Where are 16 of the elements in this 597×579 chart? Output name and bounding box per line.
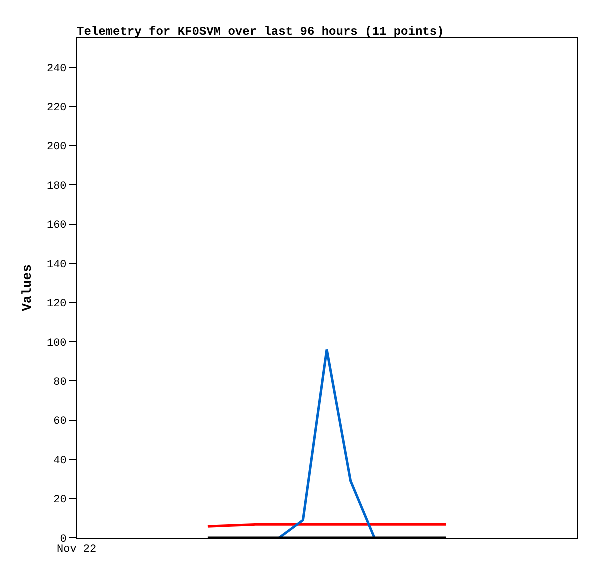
chart-title: Telemetry for KF0SVM over last 96 hours (11 points) xyxy=(77,25,444,40)
y-tick-label: 240 xyxy=(46,63,67,76)
y-tick-label: 20 xyxy=(54,494,67,507)
y-tick-label: 160 xyxy=(46,220,67,232)
y-tick-label: 140 xyxy=(46,259,67,272)
y-tick-label: 0 xyxy=(60,534,67,546)
text: Nov 22 xyxy=(57,544,97,556)
y-tick-label: 100 xyxy=(46,338,67,350)
y-tick-label: 220 xyxy=(46,102,67,114)
y-tick-label: 40 xyxy=(54,455,67,468)
y-tick-label: 120 xyxy=(46,298,67,311)
y-tick-label: 60 xyxy=(54,416,67,428)
y-tick-label: 200 xyxy=(46,142,67,154)
y-axis-title: Values xyxy=(20,264,35,312)
y-tick-label: 80 xyxy=(54,376,67,389)
y-tick-label: 180 xyxy=(46,180,67,193)
